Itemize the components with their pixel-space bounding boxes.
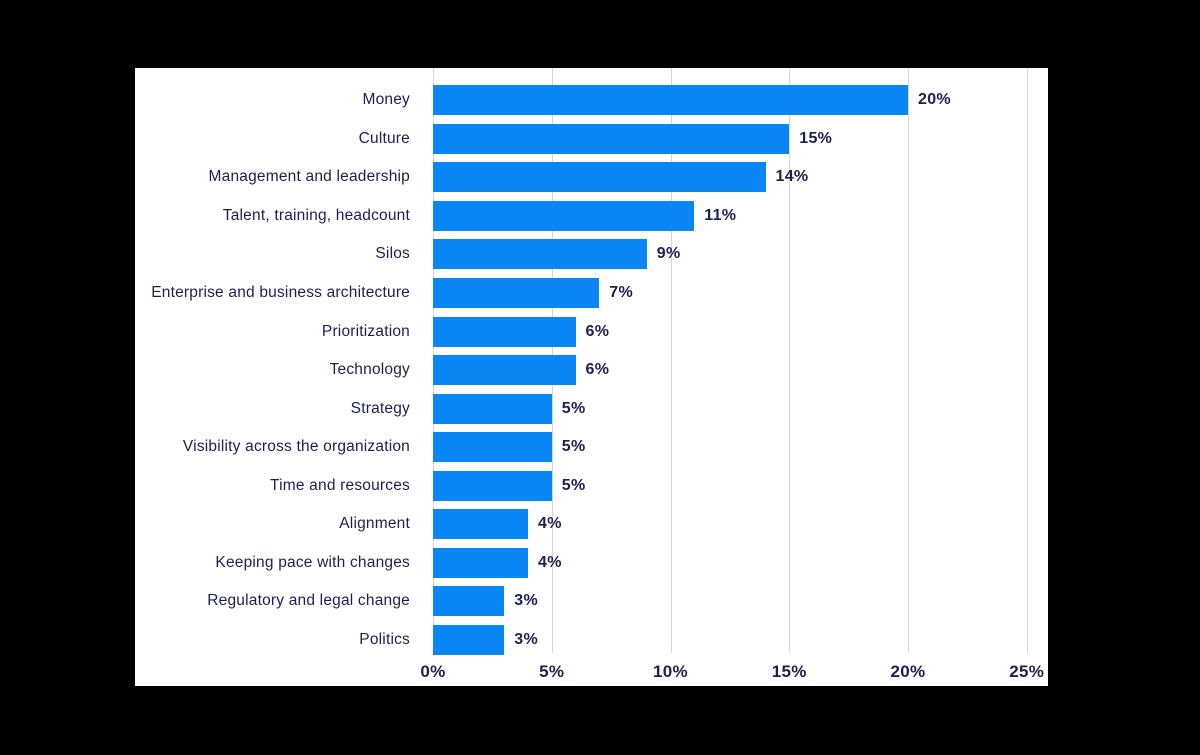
bar: [433, 432, 552, 463]
bar-category-label: Talent, training, headcount: [222, 206, 410, 224]
bar-category-label: Alignment: [339, 515, 410, 533]
bar-row: Technology 6%: [135, 351, 1048, 390]
bar-category-label: Keeping pace with changes: [215, 553, 410, 571]
bar-category-label: Culture: [358, 129, 410, 147]
bar-value-label: 5%: [561, 476, 586, 494]
bar-row: Alignment 4%: [135, 505, 1048, 544]
bar: [433, 162, 766, 193]
x-tick-label: 10%: [653, 662, 688, 681]
bar-row: Talent, training, headcount 11%: [135, 197, 1048, 236]
bar: [433, 123, 790, 154]
bar-value-label: 3%: [514, 592, 538, 610]
bar-value-label: 15%: [799, 129, 833, 147]
bar: [433, 547, 528, 578]
bar-value-label: 14%: [775, 168, 809, 186]
bar-value-label: 20%: [918, 91, 951, 109]
bar: [433, 355, 576, 386]
bar-value-label: 4%: [538, 553, 562, 571]
bar-value-label: 7%: [609, 284, 633, 301]
x-tick-label: 15%: [771, 662, 807, 681]
bar-category-label: Enterprise and business architecture: [151, 284, 410, 301]
x-tick-label: 5%: [539, 662, 565, 681]
x-tick-label: 20%: [890, 662, 926, 681]
bar-category-label: Visibility across the organization: [182, 438, 410, 456]
bar-category-label: Silos: [375, 245, 410, 263]
gridline: [670, 68, 672, 653]
gridline: [1026, 68, 1028, 653]
x-tick-label: 0%: [420, 662, 446, 681]
bar: [433, 586, 505, 617]
bar-row: Silos 9%: [135, 235, 1048, 274]
bar-row: Keeping pace with changes 4%: [135, 544, 1048, 583]
bar-category-label: Management and leadership: [208, 168, 410, 186]
bar-value-label: 4%: [538, 515, 562, 533]
bar-row: Politics 3%: [135, 621, 1048, 660]
x-axis: 0% 5% 10% 15% 20% 25%: [420, 659, 1048, 685]
bar-value-label: 9%: [656, 245, 681, 263]
bar-row: Regulatory and legal change 3%: [135, 582, 1048, 621]
bar: [433, 200, 695, 231]
bar-row: Strategy 5%: [135, 389, 1048, 428]
bar-category-label: Money: [362, 91, 410, 109]
bar-category-label: Regulatory and legal change: [207, 592, 410, 610]
bar-value-label: 3%: [514, 630, 538, 648]
bar-category-label: Politics: [359, 630, 410, 648]
bar-row: Culture 15%: [135, 120, 1048, 159]
bar: [433, 470, 552, 501]
bar-category-label: Time and resources: [270, 476, 410, 494]
bar-value-label: 6%: [585, 322, 610, 340]
bar: [433, 239, 647, 270]
bar-row: Visibility across the organization 5%: [135, 428, 1048, 467]
x-tick-label: 25%: [1009, 662, 1045, 681]
bar-value-label: 11%: [704, 206, 737, 224]
bar-value-label: 5%: [561, 438, 586, 456]
chart-panel: Money 20% Culture 15% Management and leaders…: [135, 68, 1048, 686]
gridline: [789, 68, 791, 653]
bar-row: Prioritization 6%: [135, 312, 1048, 351]
bar: [433, 316, 576, 347]
bar: [433, 278, 600, 308]
bar-rows: Money 20% Culture 15% Management and leaders…: [135, 81, 1048, 659]
bar: [433, 509, 528, 540]
bar-row: Money 20%: [135, 81, 1048, 120]
bar-row: Time and resources 5%: [135, 466, 1048, 505]
bar-category-label: Technology: [329, 361, 410, 379]
bar: [433, 624, 505, 655]
bar-row: Management and leadership 14%: [135, 158, 1048, 197]
bar-value-label: 5%: [561, 399, 586, 417]
bar-category-label: Strategy: [350, 399, 410, 417]
bar: [433, 85, 908, 116]
gridline: [908, 68, 909, 653]
bar: [433, 393, 552, 424]
bar-category-label: Prioritization: [321, 322, 410, 340]
bar-value-label: 6%: [585, 361, 610, 379]
bar-row: Enterprise and business architecture 7%: [135, 274, 1048, 313]
